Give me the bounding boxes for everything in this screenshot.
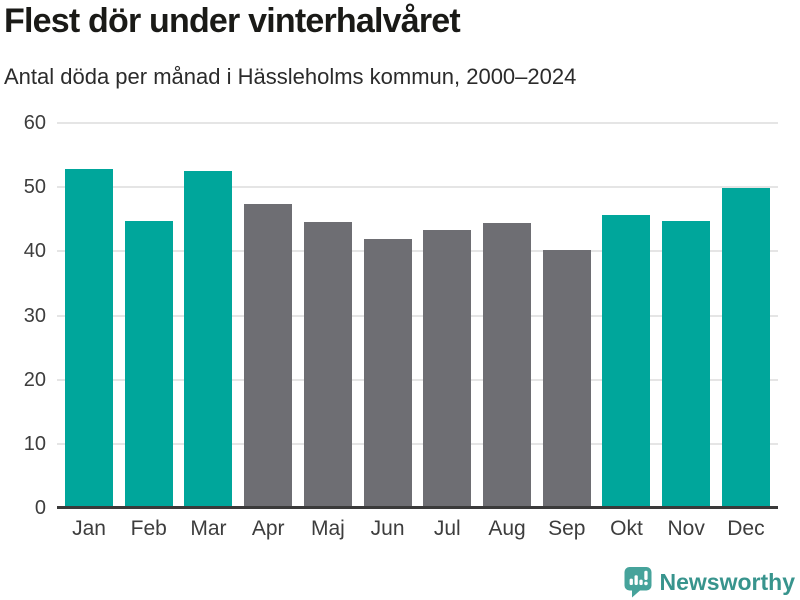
x-tick-label-mar: Mar (190, 517, 227, 540)
gridline-60 (57, 122, 778, 124)
bar-maj (303, 221, 352, 508)
gridline-20 (57, 378, 778, 381)
bar-nov (662, 221, 711, 508)
newsworthy-wordmark: Newsworthy (659, 568, 795, 595)
y-tick-label-20: 20 (23, 368, 46, 391)
newsworthy-icon (624, 567, 652, 598)
x-tick-label-feb: Feb (130, 517, 167, 540)
bar-mar (184, 171, 233, 508)
bar-feb (124, 221, 173, 508)
x-axis-line (57, 506, 778, 509)
x-tick-label-jul: Jul (433, 517, 461, 540)
bar-okt (602, 215, 651, 508)
bar-dec (721, 188, 770, 508)
newsworthy-logo[interactable]: Newsworthy (623, 566, 795, 598)
x-tick-label-jun: Jun (370, 517, 405, 540)
x-tick-label-sep: Sep (548, 517, 586, 540)
y-tick-label-60: 60 (23, 112, 46, 134)
bar-jan (65, 168, 113, 508)
bar-sep (542, 250, 591, 508)
x-tick-label-maj: Maj (310, 517, 345, 540)
x-tick-label-aug: Aug (488, 517, 526, 540)
bar-apr (244, 203, 293, 508)
bar-jul (423, 229, 472, 508)
y-tick-label-30: 30 (23, 304, 46, 327)
x-tick-label-dec: Dec (727, 517, 765, 540)
y-axis: 0 10 20 30 40 50 60 (0, 112, 46, 519)
gridline-30 (57, 314, 778, 317)
x-tick-label-jan: Jan (72, 517, 106, 540)
chart-subtitle: Antal döda per månad i Hässleholms kommu… (4, 64, 577, 89)
chart-title: Flest dör under vinterhalvåret (4, 2, 461, 40)
y-tick-label-0: 0 (34, 497, 46, 519)
x-axis-labels: Jan Feb Mar Apr Maj Jun Jul Aug Sep Okt Nov Dec (65, 517, 770, 541)
y-tick-label-50: 50 (23, 176, 46, 199)
x-tick-label-apr: Apr (251, 517, 285, 540)
x-tick-label-okt: Okt (610, 517, 643, 540)
plot-area (57, 122, 778, 508)
bar-series (65, 123, 770, 508)
x-tick-label-nov: Nov (667, 517, 705, 540)
y-tick-label-40: 40 (23, 240, 46, 263)
y-tick-label-10: 10 (23, 432, 46, 455)
bar-jun (363, 238, 412, 508)
bar-aug (483, 222, 532, 508)
gridline-50 (57, 186, 778, 189)
gridline-40 (57, 250, 778, 253)
gridline-10 (57, 442, 778, 445)
